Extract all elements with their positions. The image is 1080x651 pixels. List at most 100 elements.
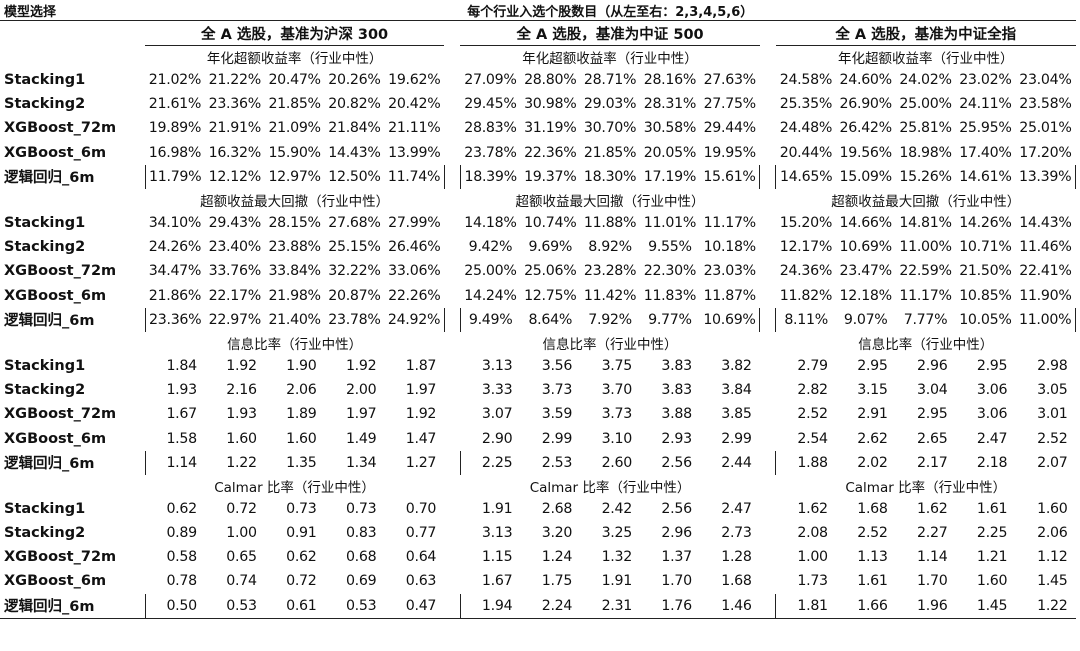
table-cell: 0.68 (345, 549, 377, 566)
cell-gap (444, 92, 460, 116)
cell-gap (444, 68, 460, 92)
table-cell: 2.52 (1037, 430, 1068, 447)
table-cell: 1.13 (857, 549, 888, 566)
table-cell: 21.11% (388, 120, 441, 137)
table-cell: 3.59 (541, 406, 573, 423)
table-cell: 14.81% (899, 215, 952, 232)
table-cell: 1.97 (345, 406, 377, 423)
table-cell: 24.26% (148, 239, 202, 256)
table-cell: 15.26% (899, 168, 952, 185)
cell-gap (760, 545, 776, 569)
table-row: XGBoost_6m 16.98% 16.32% 15.90% 14.43% 13.99%… (0, 141, 1076, 165)
table-cell: 25.06% (524, 263, 577, 280)
model-label: XGBoost_6m (4, 287, 107, 304)
table-row: Stacking1 34.10% 29.43% 28.15% 27.68% 27.99% 1… (0, 211, 1076, 235)
table-row: 逻辑回归_6m 11.79% 12.12% 12.97% 12.50% 11.74% 18.… (0, 164, 1077, 189)
cell-gap (760, 141, 776, 165)
table-cell: 1.91 (601, 573, 633, 590)
table-cell: 25.00% (464, 263, 517, 280)
table-cell: 0.89 (166, 525, 197, 542)
table-cell: 0.65 (226, 549, 257, 566)
table-cell: 32.22% (328, 263, 381, 280)
table-cell: 11.17% (703, 215, 757, 232)
table-cell: 23.58% (1019, 96, 1072, 113)
table-cell: 3.85 (721, 406, 752, 423)
table-cell: 24.58% (779, 72, 833, 89)
metric-gap (760, 46, 776, 69)
table-row: XGBoost_6m 21.86% 22.17% 21.98% 20.87% 22.26%… (0, 284, 1076, 308)
table-cell: 30.70% (583, 120, 637, 137)
table-cell: 29.44% (703, 120, 757, 137)
table-cell: 3.83 (661, 357, 692, 374)
table-cell: 2.52 (797, 406, 828, 423)
table-row: XGBoost_72m 1.67 1.93 1.89 1.97 1.92 3.07 3.59 3… (0, 402, 1076, 426)
table-cell: 2.79 (797, 357, 828, 374)
table-cell: 1.62 (917, 500, 948, 517)
table-cell: 14.24% (464, 287, 517, 304)
table-cell: 20.44% (779, 144, 833, 161)
table-cell: 9.07% (843, 311, 888, 328)
table-cell: 14.61% (959, 168, 1012, 185)
model-label: XGBoost_72m (4, 263, 117, 280)
cell-gap (760, 308, 776, 332)
table-cell: 20.42% (388, 96, 441, 113)
model-label: XGBoost_72m (4, 120, 117, 137)
table-cell: 2.25 (976, 525, 1008, 542)
table-cell: 24.48% (779, 120, 833, 137)
metric-gap (444, 332, 460, 354)
table-cell: 28.16% (643, 72, 697, 89)
model-label: XGBoost_6m (4, 144, 107, 161)
cell-gap (760, 259, 776, 283)
table-cell: 7.77% (903, 311, 948, 328)
table-cell: 26.42% (839, 120, 893, 137)
table-cell: 19.62% (388, 72, 441, 89)
table-cell: 2.82 (797, 382, 828, 399)
table-cell: 1.76 (639, 593, 700, 619)
table-cell: 29.45% (464, 96, 517, 113)
cell-gap (444, 402, 460, 426)
table-cell: 2.56 (661, 500, 692, 517)
table-cell: 21.85% (583, 144, 637, 161)
table-cell: 2.31 (580, 593, 640, 619)
table-cell: 23.40% (208, 239, 262, 256)
table-cell: 0.83 (345, 525, 377, 542)
table-cell: 18.39% (459, 164, 521, 189)
table-row: Stacking1 21.02% 21.22% 20.47% 20.26% 19.62% 2… (0, 68, 1076, 92)
table-cell: 1.91 (481, 500, 513, 517)
table-cell: 19.95% (703, 144, 757, 161)
table-cell: 1.21 (976, 549, 1008, 566)
table-row: Stacking2 24.26% 23.40% 23.88% 25.15% 26.46% 9… (0, 235, 1076, 259)
table-row: 逻辑回归_6m 1.14 1.22 1.35 1.34 1.27 2.25 2.53 2.60 2… (0, 450, 1076, 475)
cell-gap (760, 284, 776, 308)
table-cell: 24.11% (959, 96, 1012, 113)
model-label: XGBoost_6m (4, 430, 107, 447)
table-cell: 1.45 (955, 593, 1016, 619)
table-cell: 1.93 (166, 382, 197, 399)
table-cell: 13.99% (388, 144, 441, 161)
table-cell: 3.13 (481, 525, 513, 542)
table-cell: 16.98% (148, 144, 202, 161)
table-cell: 2.06 (1037, 525, 1068, 542)
table-cell: 1.46 (699, 593, 760, 619)
table-cell: 1.68 (721, 573, 752, 590)
table-cell: 0.47 (384, 593, 445, 619)
metric-spacer (0, 475, 145, 497)
table-cell: 20.26% (328, 72, 381, 89)
table-cell: 21.02% (148, 72, 202, 89)
metric-title: 超额收益最大回撤（行业中性） (831, 193, 1021, 210)
table-row: XGBoost_6m 0.78 0.74 0.72 0.69 0.63 1.67 1.75 1.… (0, 569, 1076, 593)
table-cell: 12.17% (779, 239, 833, 256)
header-left-label: 模型选择 (0, 0, 146, 21)
header-row: 模型选择 每个行业入选个股数目（从左至右：2,3,4,5,6） (0, 0, 1076, 21)
cell-gap (444, 593, 461, 619)
table-cell: 0.74 (226, 573, 257, 590)
table-cell: 21.50% (959, 263, 1012, 280)
table-cell: 0.50 (144, 593, 205, 619)
table-cell: 2.24 (520, 593, 581, 619)
table-cell: 21.84% (328, 120, 381, 137)
table-cell: 23.36% (144, 307, 205, 332)
table-cell: 8.92% (588, 239, 632, 256)
table-cell: 1.84 (166, 357, 197, 374)
model-label: Stacking1 (4, 72, 86, 89)
metric-title: 年化超额收益率（行业中性） (837, 51, 1014, 67)
